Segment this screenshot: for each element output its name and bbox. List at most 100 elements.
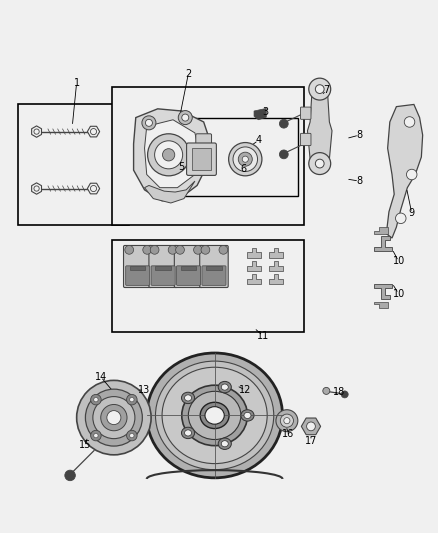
Circle shape <box>91 430 101 441</box>
Circle shape <box>279 150 288 159</box>
Circle shape <box>94 433 98 438</box>
Bar <box>192 148 211 170</box>
FancyBboxPatch shape <box>196 156 212 167</box>
Ellipse shape <box>182 385 247 446</box>
Text: 7: 7 <box>323 85 329 95</box>
Text: 8: 8 <box>356 130 362 140</box>
Ellipse shape <box>221 441 228 447</box>
Circle shape <box>194 246 202 254</box>
Ellipse shape <box>184 430 191 436</box>
Circle shape <box>307 422 315 431</box>
Text: 18: 18 <box>333 387 346 397</box>
Circle shape <box>90 128 96 135</box>
Polygon shape <box>145 120 199 188</box>
Ellipse shape <box>162 367 267 464</box>
Circle shape <box>34 129 39 134</box>
Ellipse shape <box>218 382 231 393</box>
Circle shape <box>315 85 324 93</box>
Polygon shape <box>269 261 283 271</box>
Circle shape <box>284 418 290 424</box>
FancyBboxPatch shape <box>177 266 201 285</box>
Ellipse shape <box>200 402 229 429</box>
Ellipse shape <box>221 384 228 390</box>
Bar <box>112 240 304 332</box>
Circle shape <box>125 246 134 254</box>
Bar <box>206 266 222 270</box>
Circle shape <box>130 433 134 438</box>
Polygon shape <box>374 236 392 251</box>
Circle shape <box>93 397 135 439</box>
Text: 4: 4 <box>255 135 261 146</box>
Circle shape <box>155 141 183 169</box>
Polygon shape <box>269 274 283 284</box>
FancyBboxPatch shape <box>187 143 216 175</box>
Polygon shape <box>247 248 261 258</box>
FancyBboxPatch shape <box>300 133 311 146</box>
Polygon shape <box>374 227 388 233</box>
Ellipse shape <box>188 391 241 440</box>
Circle shape <box>143 246 152 254</box>
Circle shape <box>279 119 288 128</box>
Circle shape <box>127 394 137 405</box>
Circle shape <box>396 213 406 223</box>
Polygon shape <box>134 109 210 201</box>
Text: 15: 15 <box>79 440 92 450</box>
Circle shape <box>168 246 177 254</box>
Ellipse shape <box>244 413 251 418</box>
Text: 14: 14 <box>95 372 107 382</box>
Text: 11: 11 <box>257 330 269 341</box>
Polygon shape <box>145 181 195 203</box>
Ellipse shape <box>241 410 254 421</box>
Circle shape <box>91 394 101 405</box>
Circle shape <box>219 246 228 254</box>
Ellipse shape <box>181 427 194 439</box>
FancyBboxPatch shape <box>300 107 311 119</box>
Text: 6: 6 <box>240 164 246 174</box>
Text: 10: 10 <box>392 256 405 266</box>
Bar <box>181 266 196 270</box>
Circle shape <box>94 398 98 402</box>
Circle shape <box>142 116 156 130</box>
Ellipse shape <box>181 392 194 403</box>
Circle shape <box>280 414 293 427</box>
Circle shape <box>323 387 330 394</box>
Text: 12: 12 <box>239 385 251 395</box>
Circle shape <box>201 246 210 254</box>
FancyBboxPatch shape <box>124 246 152 287</box>
Polygon shape <box>269 248 283 258</box>
Polygon shape <box>307 93 332 159</box>
Polygon shape <box>247 261 261 271</box>
Circle shape <box>276 410 298 432</box>
Bar <box>130 266 145 270</box>
Circle shape <box>233 147 258 172</box>
Ellipse shape <box>184 395 191 401</box>
Circle shape <box>238 152 252 166</box>
Circle shape <box>101 405 127 431</box>
Polygon shape <box>254 108 266 120</box>
Circle shape <box>162 149 175 161</box>
Circle shape <box>145 119 152 126</box>
Bar <box>169 118 298 197</box>
FancyBboxPatch shape <box>151 266 175 285</box>
Circle shape <box>229 142 262 176</box>
Text: 2: 2 <box>185 69 191 79</box>
Circle shape <box>127 430 137 441</box>
Text: 10: 10 <box>392 289 405 298</box>
Text: 13: 13 <box>138 385 151 395</box>
Circle shape <box>130 398 134 402</box>
Circle shape <box>85 389 142 446</box>
Polygon shape <box>374 284 392 300</box>
Text: 16: 16 <box>282 429 294 439</box>
Circle shape <box>309 78 331 100</box>
Text: 17: 17 <box>305 436 317 446</box>
Circle shape <box>148 134 190 176</box>
Circle shape <box>182 114 189 121</box>
Bar <box>112 87 304 225</box>
FancyBboxPatch shape <box>126 266 150 285</box>
Text: 3: 3 <box>262 107 268 117</box>
FancyBboxPatch shape <box>149 246 177 287</box>
FancyBboxPatch shape <box>202 266 226 285</box>
Polygon shape <box>386 104 423 238</box>
Ellipse shape <box>205 407 224 424</box>
Circle shape <box>315 159 324 168</box>
